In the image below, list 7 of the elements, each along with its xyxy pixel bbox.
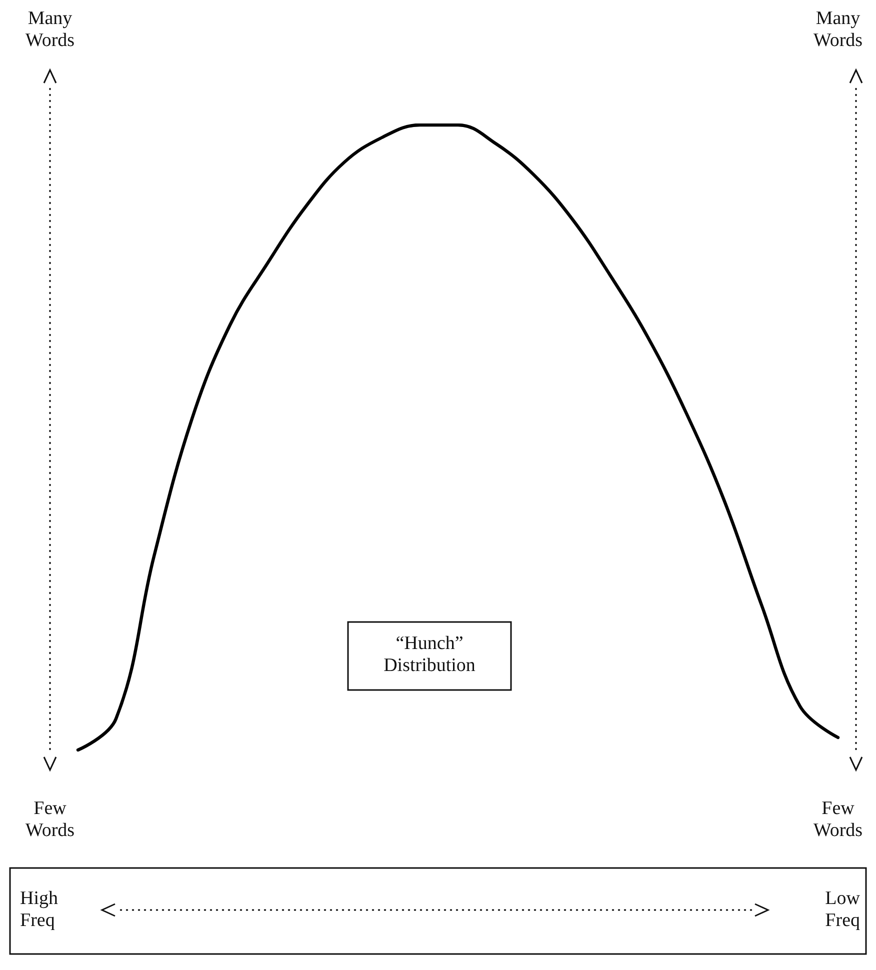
- text: Low Freq: [824, 888, 860, 932]
- text: High Freq: [20, 888, 59, 932]
- text: Few Words: [24, 798, 76, 842]
- text: Many Words: [812, 8, 864, 52]
- text: Many Words: [24, 8, 76, 52]
- text: Few Words: [812, 798, 864, 842]
- annotation: “Hunch” Distribution: [382, 633, 476, 677]
